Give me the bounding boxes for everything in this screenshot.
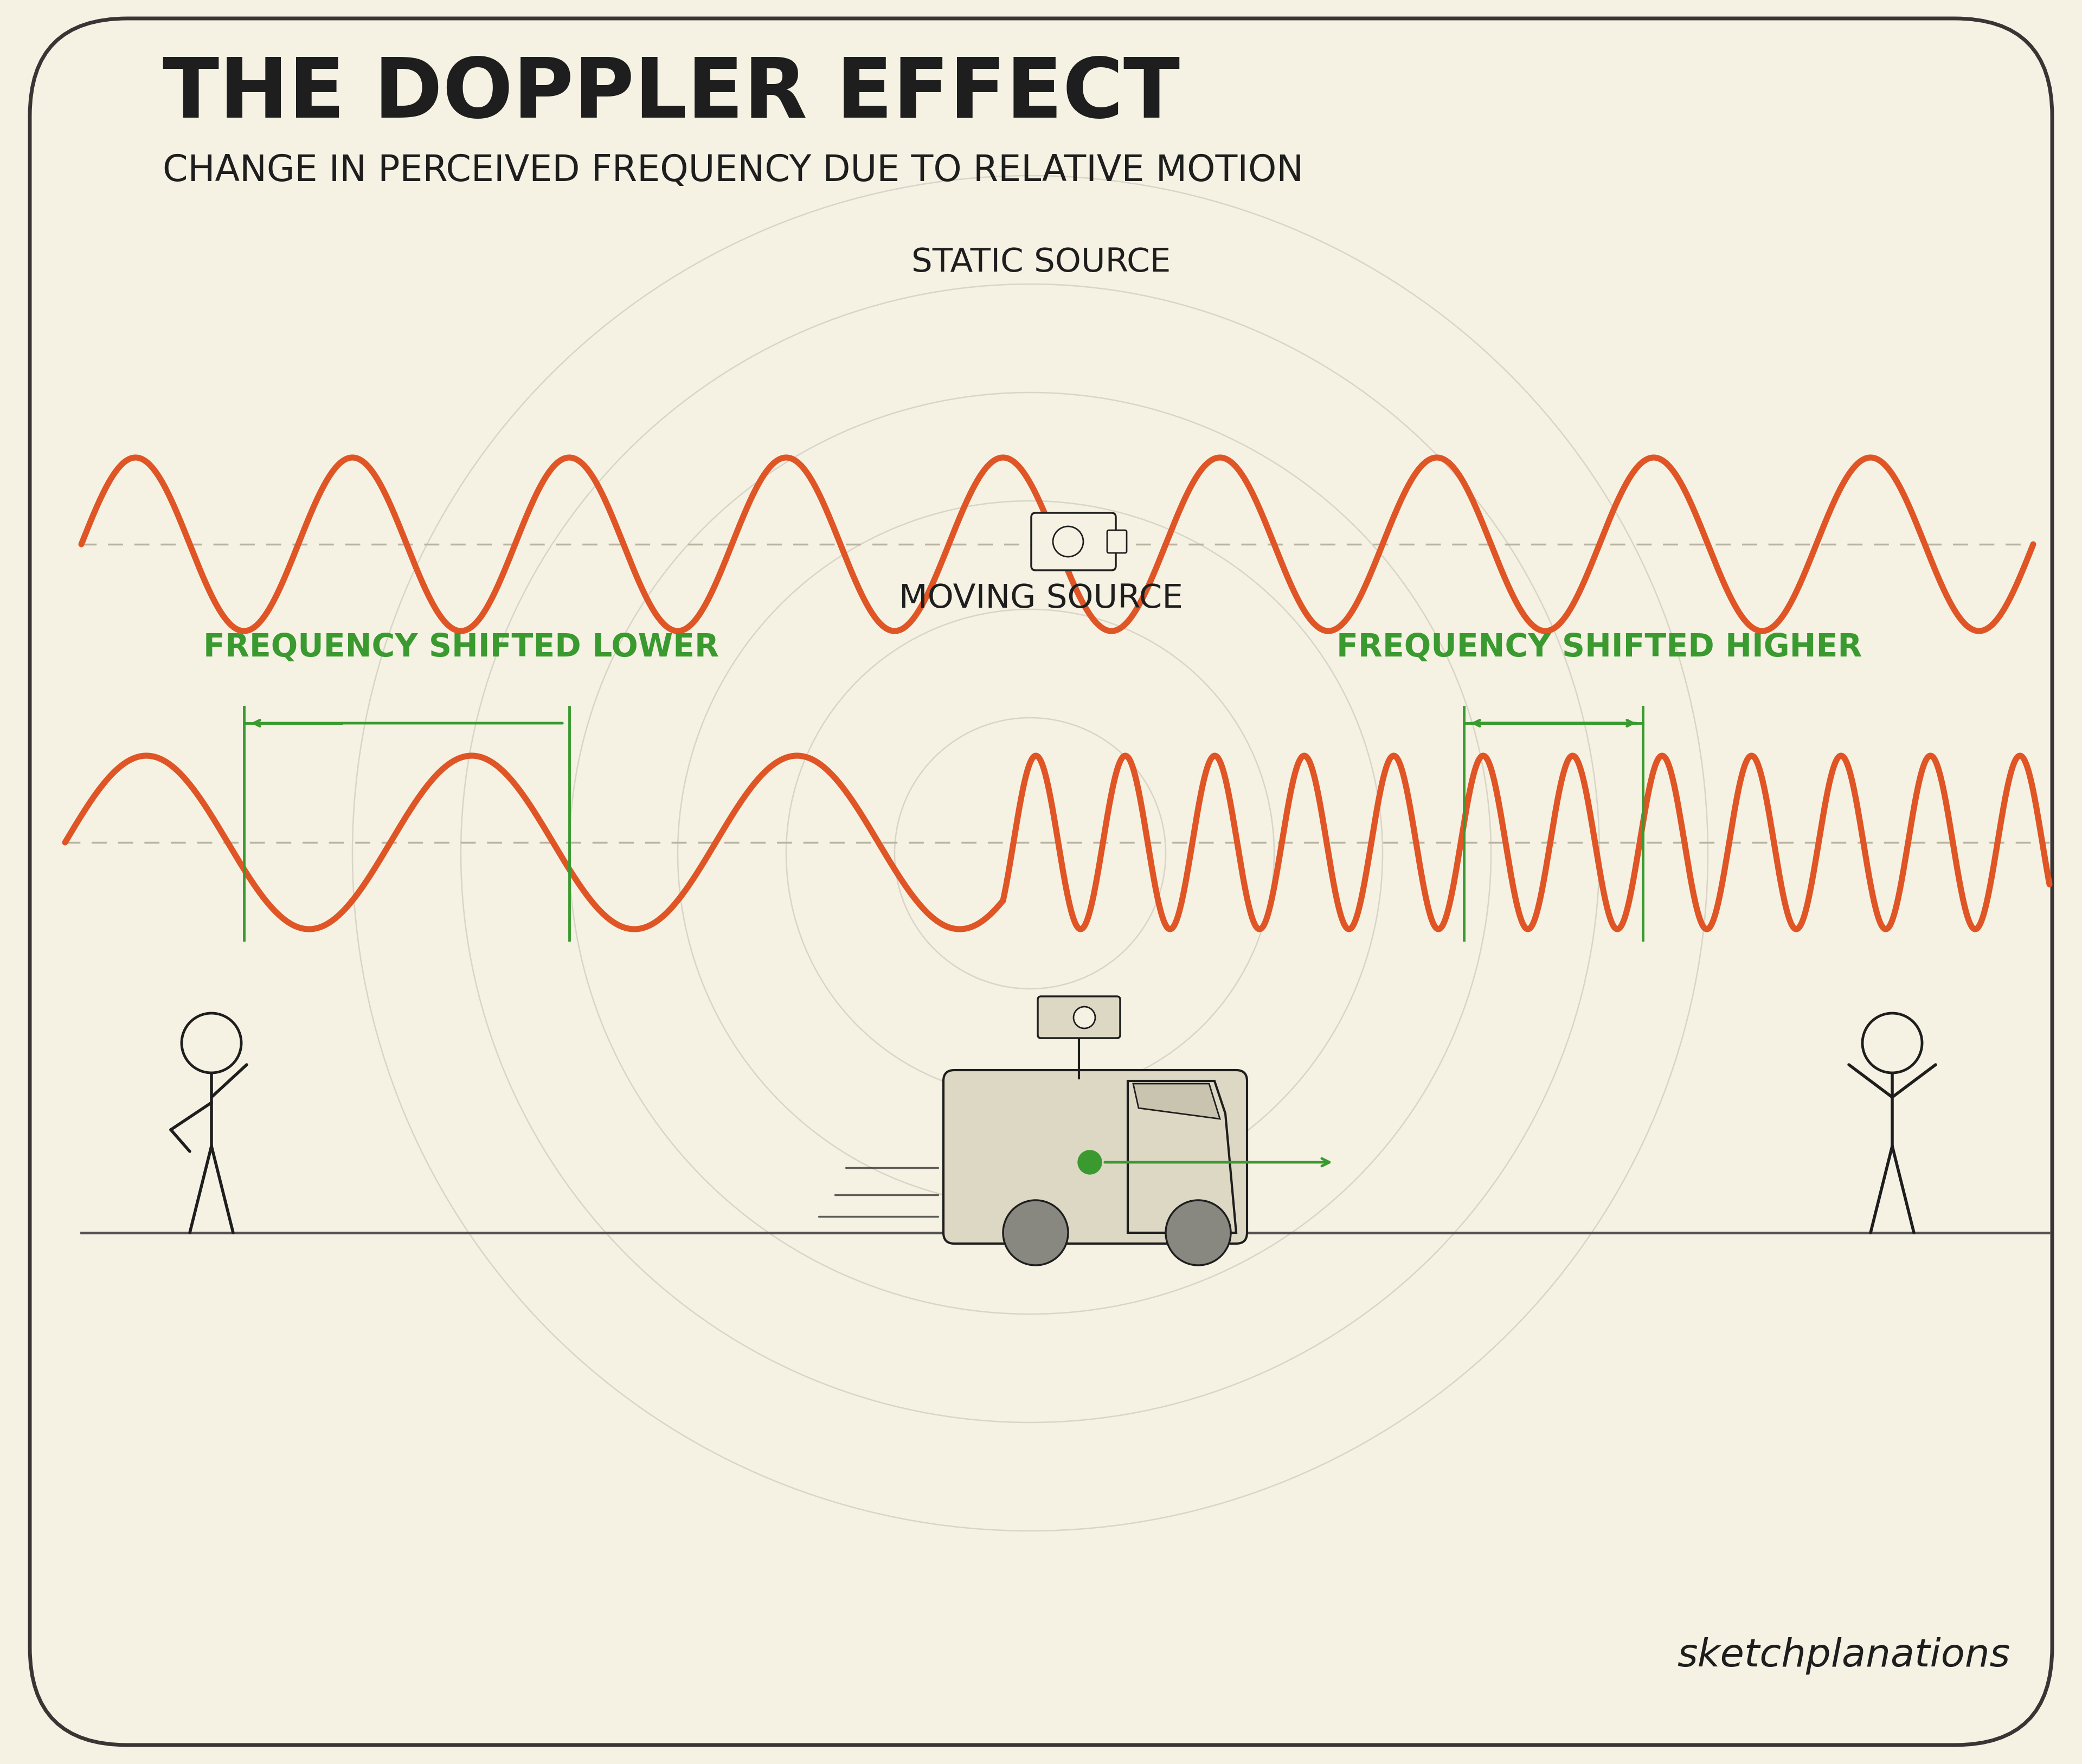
FancyBboxPatch shape (1031, 513, 1116, 572)
Circle shape (1166, 1200, 1230, 1265)
Text: THE DOPPLER EFFECT: THE DOPPLER EFFECT (162, 55, 1180, 136)
Circle shape (1863, 1014, 1922, 1073)
FancyBboxPatch shape (1037, 997, 1120, 1039)
Circle shape (181, 1014, 242, 1073)
Circle shape (1074, 1007, 1095, 1028)
Text: FREQUENCY SHIFTED LOWER: FREQUENCY SHIFTED LOWER (204, 632, 718, 663)
Circle shape (1004, 1200, 1068, 1265)
Text: MOVING SOURCE: MOVING SOURCE (899, 582, 1183, 616)
Circle shape (1078, 1150, 1101, 1175)
FancyBboxPatch shape (943, 1071, 1247, 1244)
Text: STATIC SOURCE: STATIC SOURCE (912, 247, 1170, 279)
Circle shape (1053, 527, 1083, 557)
Text: FREQUENCY SHIFTED HIGHER: FREQUENCY SHIFTED HIGHER (1337, 632, 1861, 663)
FancyBboxPatch shape (1108, 531, 1126, 554)
Polygon shape (1128, 1081, 1237, 1233)
Text: CHANGE IN PERCEIVED FREQUENCY DUE TO RELATIVE MOTION: CHANGE IN PERCEIVED FREQUENCY DUE TO REL… (162, 153, 1303, 189)
Text: sketchplanations: sketchplanations (1676, 1637, 2009, 1674)
FancyBboxPatch shape (29, 19, 2053, 1745)
Polygon shape (1133, 1083, 1220, 1118)
